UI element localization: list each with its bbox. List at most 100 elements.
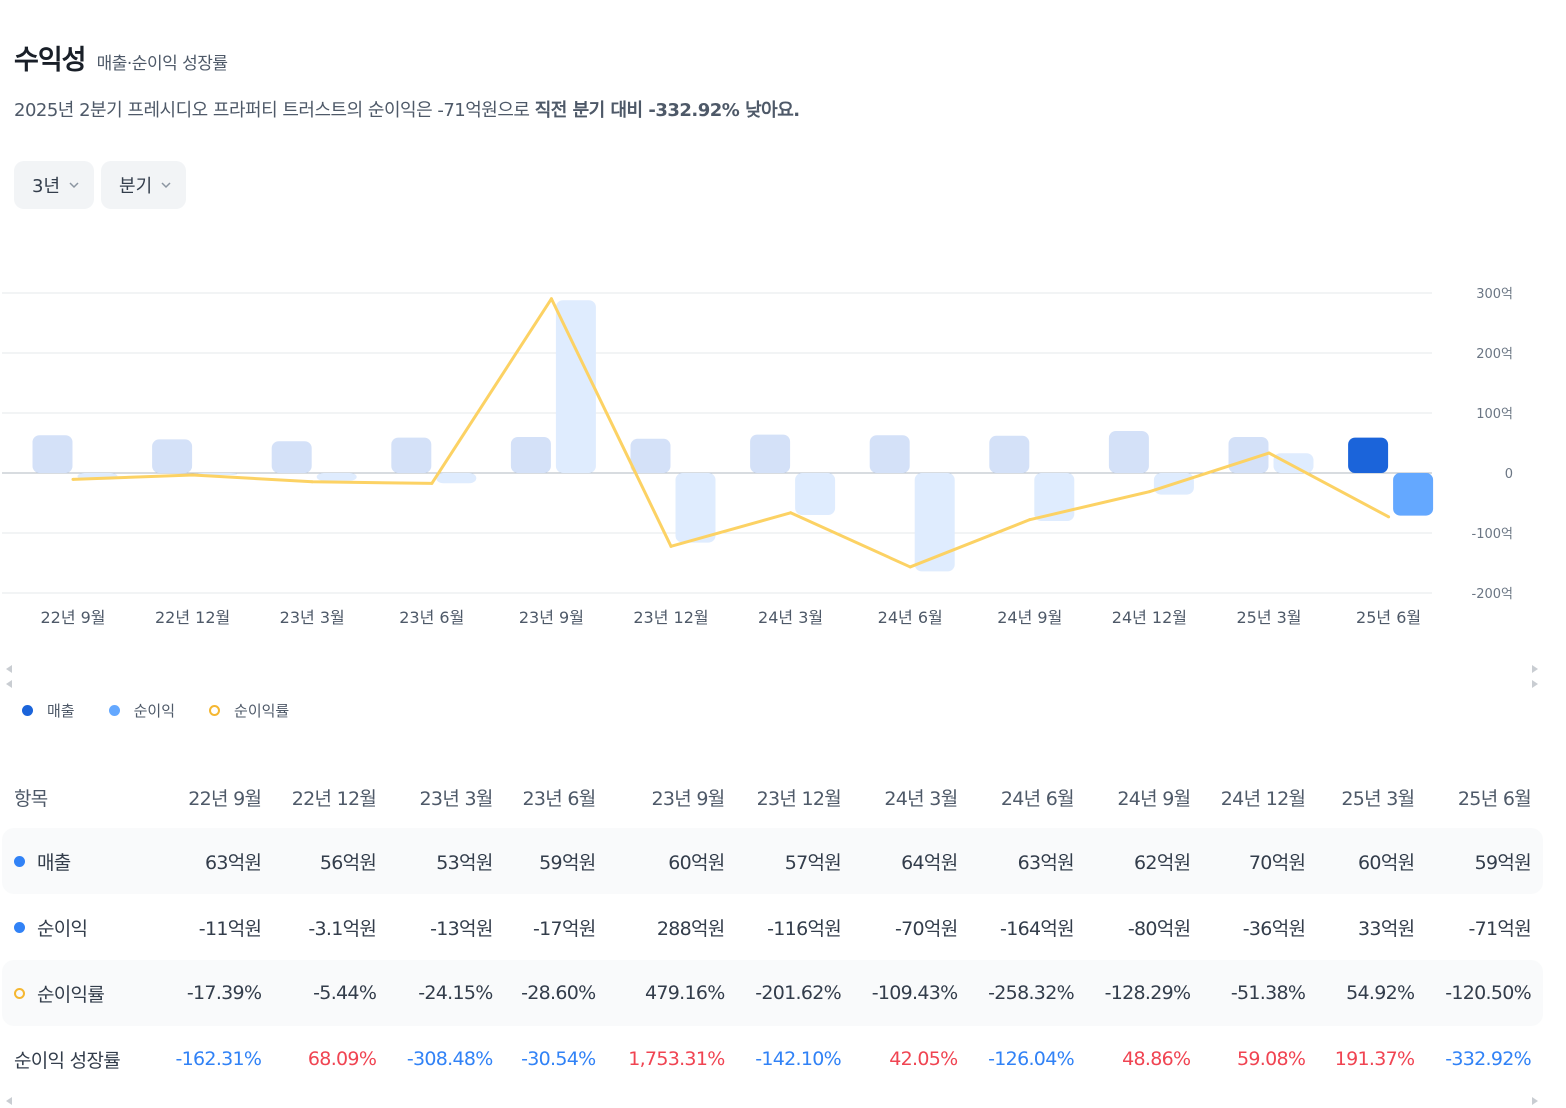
legend-net-margin[interactable]: 순이익률 (209, 700, 289, 721)
net-margin-point (789, 511, 793, 515)
revenue-bar (152, 439, 193, 473)
table-cell: 56억원 (273, 828, 389, 894)
net-margin-point (1387, 515, 1391, 519)
y-tick-label: -100억 (1472, 527, 1513, 542)
scroll-left-icon[interactable] (6, 1097, 12, 1105)
net-margin-point (430, 481, 434, 485)
net-margin-point (310, 480, 314, 484)
section-title: 수익성 (14, 45, 87, 76)
revenue-bar (869, 435, 910, 473)
y-tick-label: 300억 (1476, 287, 1513, 302)
scroll-right-icon[interactable] (1532, 1097, 1538, 1105)
table-cell: 53억원 (388, 828, 505, 894)
header-item-label: 항목 (14, 787, 48, 810)
net-income-bar (675, 473, 716, 543)
table-cell: 60억원 (1317, 828, 1427, 894)
y-tick-label: -200억 (1472, 587, 1513, 602)
section-header: 수익성 매출·순이익 성장률 (14, 38, 228, 77)
net-income-bar (1273, 453, 1314, 473)
revenue-bar (510, 437, 551, 473)
x-tick-label: 23년 12월 (633, 608, 708, 627)
column-header: 23년 3월 (419, 787, 494, 810)
profitability-table: 항목 22년 9월 22년 12월 23년 3월 23년 6월 23년 9월 23년 12월… (2, 766, 1543, 1092)
interval-dropdown[interactable]: 분기 (101, 161, 187, 209)
scroll-left-icon[interactable] (6, 680, 12, 688)
table-cell: 191.37% (1334, 1048, 1415, 1070)
net-income-bar (1034, 473, 1075, 521)
column-header: 23년 12월 (756, 787, 842, 810)
column-header: 23년 6월 (522, 787, 596, 810)
table-row: 순이익 -11억원 -3.1억원 -13억원 -17억원 288억원 -116억원 -70억원… (2, 894, 1543, 960)
table-cell: 48.86% (1122, 1048, 1191, 1070)
revenue-bar (989, 435, 1030, 473)
table-cell: 57억원 (736, 828, 854, 894)
net-margin-point (1147, 490, 1151, 494)
table-cell: 59억원 (1426, 828, 1543, 894)
legend-revenue[interactable]: 매출 (22, 700, 75, 721)
revenue-bar (32, 435, 73, 473)
table-cell: 33억원 (1358, 917, 1415, 940)
legend-net-income[interactable]: 순이익 (108, 700, 175, 721)
y-tick-label: 100억 (1476, 407, 1513, 422)
table-cell: 63억원 (156, 828, 274, 894)
filter-bar: 3년 분기 (14, 161, 187, 209)
row-marker-ring (14, 987, 25, 999)
table-cell: 70억원 (1202, 828, 1318, 894)
table-cell: 59억원 (504, 828, 608, 894)
row-label: 매출 (2, 828, 157, 894)
table-row: 매출 63억원 56억원 53억원 59억원 60억원 57억원 64억원 63억원 62억원 70… (2, 828, 1543, 894)
table-cell: 479.16% (607, 960, 737, 1026)
table-cell: -70억원 (894, 917, 958, 940)
table-cell: -332.92% (1445, 1048, 1531, 1070)
x-tick-label: 25년 3월 (1236, 608, 1301, 627)
table-cell: -116억원 (767, 917, 842, 940)
table-cell: -142.10% (755, 1048, 842, 1070)
scroll-right-icon[interactable] (1532, 665, 1538, 673)
table-header-row: 항목 22년 9월 22년 12월 23년 3월 23년 6월 23년 9월 23년 12월… (2, 766, 1543, 828)
legend-ring (209, 705, 221, 716)
table-cell: -30.54% (521, 1048, 596, 1070)
revenue-bar (391, 437, 432, 473)
x-tick-label: 24년 12월 (1112, 608, 1187, 627)
x-tick-label: 23년 6월 (399, 608, 464, 627)
table-cell: -164억원 (1000, 917, 1075, 940)
table-cell: -71억원 (1468, 917, 1532, 940)
summary-text: 2025년 2분기 프레시디오 프라퍼티 트러스트의 순이익은 -71억원으로 … (14, 96, 800, 122)
net-income-bar (555, 300, 596, 473)
scroll-right-icon[interactable] (1532, 680, 1538, 688)
table-cell: -17억원 (533, 917, 596, 940)
table-cell: -128.29% (1085, 960, 1203, 1026)
x-tick-label: 22년 12월 (155, 608, 230, 627)
table-cell: 62억원 (1085, 828, 1203, 894)
table-cell: -28.60% (504, 960, 608, 1026)
row-marker-dot (14, 921, 25, 933)
column-header: 24년 6월 (1000, 787, 1075, 810)
column-header: 25년 6월 (1457, 787, 1532, 810)
x-tick-label: 23년 3월 (280, 608, 345, 627)
revenue-bar (1108, 431, 1149, 473)
legend-label: 순이익률 (234, 702, 290, 720)
profitability-chart: 300억 200억 100억 0 -100억 -200억 22년 9월 22년 12월 23년 … (2, 287, 1513, 627)
table-row: 순이익 성장률 -162.31% 68.09% -308.48% -30.54% 1,75… (2, 1026, 1543, 1092)
revenue-bar (271, 441, 312, 473)
period-dropdown[interactable]: 3년 (14, 161, 95, 209)
table-cell: -13억원 (430, 917, 493, 940)
net-income-bar (316, 473, 357, 481)
column-header: 24년 9월 (1117, 787, 1191, 810)
net-income-bar (795, 473, 836, 515)
table-cell: -308.48% (406, 1048, 493, 1070)
column-header: 22년 12월 (291, 787, 377, 810)
legend-dot (108, 705, 120, 716)
row-marker-dot (14, 855, 25, 867)
net-income-bar (1393, 473, 1434, 516)
y-tick-label: 0 (1505, 467, 1513, 482)
summary-bold: 직전 분기 대비 -332.92% 낮아요. (534, 100, 800, 121)
y-tick-label: 200억 (1476, 347, 1513, 362)
table-cell: -36억원 (1242, 917, 1306, 940)
x-tick-label: 24년 9월 (997, 608, 1062, 627)
net-margin-point (71, 477, 75, 481)
net-income-bar (436, 473, 477, 484)
table-cell: -80억원 (1127, 917, 1191, 940)
table-cell: -126.04% (988, 1048, 1074, 1070)
scroll-left-icon[interactable] (6, 665, 12, 673)
